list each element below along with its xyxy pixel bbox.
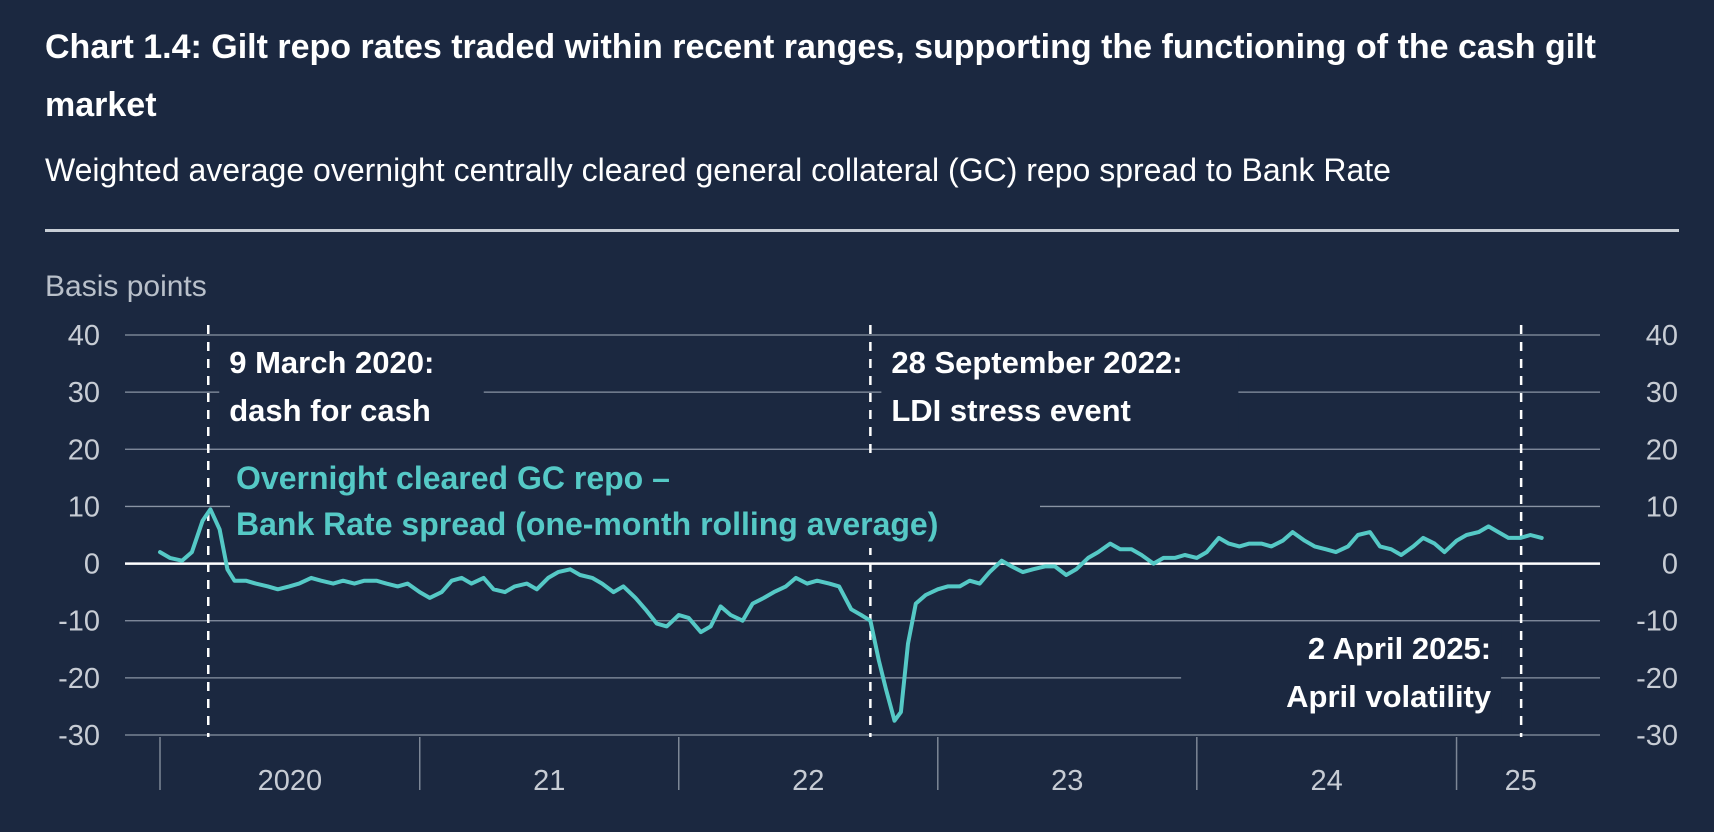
y-tick-label-left: 20: [68, 434, 100, 466]
event-annotation-text: 9 March 2020:: [229, 345, 434, 380]
y-tick-label-right: 30: [1646, 377, 1678, 409]
annotation-backdrop: [881, 337, 1239, 439]
x-tick-label: 21: [533, 765, 565, 797]
y-tick-label-right: 20: [1646, 434, 1678, 466]
x-tick-label: 25: [1505, 765, 1537, 797]
y-tick-label-right: 40: [1646, 320, 1678, 352]
event-annotation-text: LDI stress event: [891, 393, 1131, 428]
event-annotation-text: dash for cash: [229, 393, 431, 428]
event-annotation-text: 2 April 2025:: [1308, 631, 1491, 666]
y-tick-label-right: -20: [1636, 663, 1678, 695]
annotation-backdrop: [219, 337, 484, 439]
chart-title: Chart 1.4: Gilt repo rates traded within…: [45, 28, 1596, 124]
y-tick-label-right: 10: [1646, 491, 1678, 523]
y-tick-label-right: -10: [1636, 606, 1678, 638]
x-tick-label: 23: [1051, 765, 1083, 797]
title-divider: [45, 229, 1679, 232]
series-label: Bank Rate spread (one-month rolling aver…: [236, 506, 938, 542]
chart-subtitle: Weighted average overnight centrally cle…: [45, 152, 1391, 188]
series-label: Overnight cleared GC repo –: [236, 460, 670, 496]
y-tick-label-left: 10: [68, 491, 100, 523]
y-axis-unit-label: Basis points: [45, 270, 207, 303]
y-tick-label-left: 40: [68, 320, 100, 352]
spread-series-line: [158, 507, 1544, 723]
y-tick-label-left: -30: [58, 720, 100, 752]
y-tick-label-left: -20: [58, 663, 100, 695]
event-annotation-text: 28 September 2022:: [891, 345, 1182, 380]
x-tick-label: 24: [1311, 765, 1343, 797]
x-tick-label: 22: [792, 765, 824, 797]
y-tick-label-left: -10: [58, 606, 100, 638]
y-tick-label-left: 0: [84, 549, 100, 581]
event-annotation-text: April volatility: [1286, 679, 1492, 714]
series-label-backdrop: [230, 456, 1040, 548]
x-tick-label: 2020: [258, 765, 323, 797]
y-tick-label-right: 0: [1662, 549, 1678, 581]
annotation-backdrop: [1181, 623, 1502, 725]
y-tick-label-left: 30: [68, 377, 100, 409]
y-tick-label-right: -30: [1636, 720, 1678, 752]
